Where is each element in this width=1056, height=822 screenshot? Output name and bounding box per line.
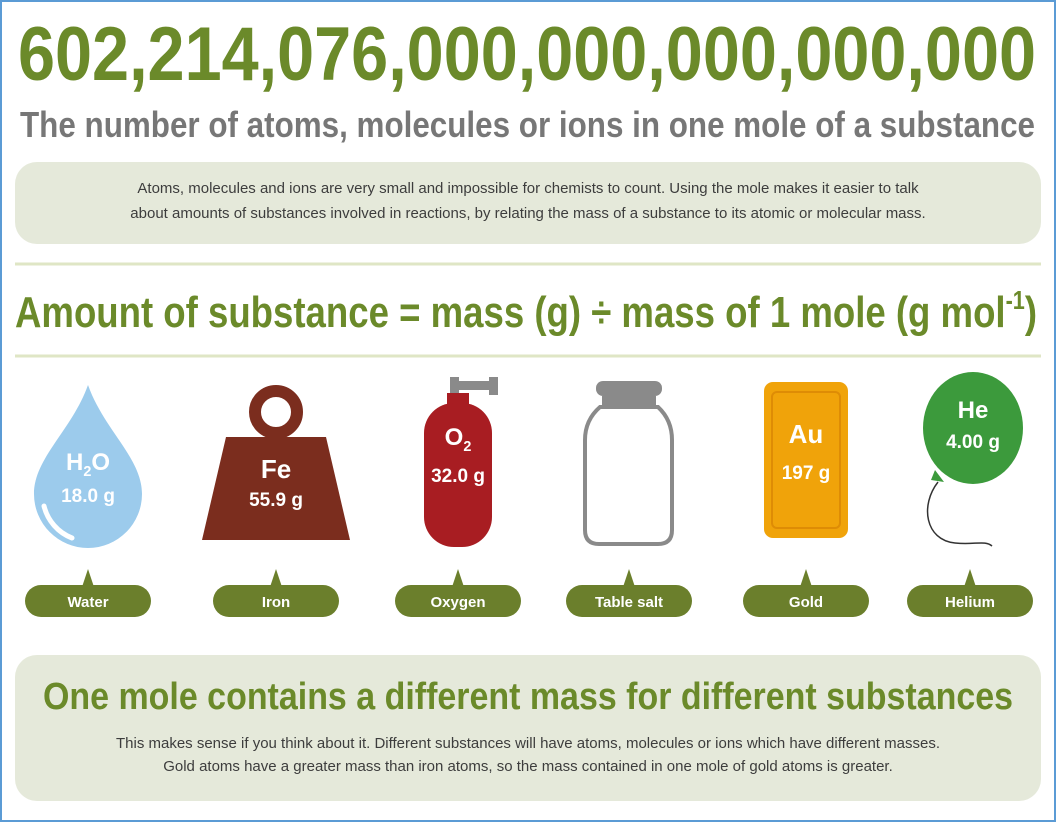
formula-symbol: O2 bbox=[445, 424, 472, 455]
valve bbox=[459, 381, 489, 390]
name-pill bbox=[743, 585, 869, 617]
symbol-part: 2 bbox=[463, 439, 471, 455]
formula-superscript: -1 bbox=[1006, 285, 1025, 315]
molar-mass: 55.9 g bbox=[249, 490, 303, 511]
formula-text: Amount of substance = mass (g) ÷ mass of… bbox=[15, 288, 1006, 337]
name-pill bbox=[907, 585, 1033, 617]
formula-symbol: Au bbox=[789, 419, 824, 449]
formula-symbol: He bbox=[958, 397, 989, 424]
balloon bbox=[923, 372, 1023, 484]
gold-bar-inner bbox=[771, 391, 841, 529]
molar-mass: 197 g bbox=[782, 463, 831, 484]
molar-mass: 4.00 g bbox=[946, 432, 1000, 453]
name-pill bbox=[213, 585, 339, 617]
symbol-part: 2 bbox=[83, 464, 91, 480]
iron-weight bbox=[202, 437, 350, 540]
symbol-part: O bbox=[445, 424, 464, 451]
name-pill bbox=[25, 585, 151, 617]
name-pill bbox=[395, 585, 521, 617]
molar-mass: 32.0 g bbox=[431, 466, 485, 487]
substance-name: Helium bbox=[945, 594, 995, 611]
substance-name: Oxygen bbox=[430, 594, 485, 611]
name-pill bbox=[566, 585, 692, 617]
intro-box bbox=[15, 162, 1041, 244]
balloon-string bbox=[926, 481, 993, 547]
balloon-knot bbox=[931, 470, 944, 482]
symbol-part: NaCl bbox=[598, 452, 657, 482]
valve bbox=[450, 377, 459, 395]
symbol-part: He bbox=[958, 397, 989, 424]
headline: 602,214,076,000,000,000,000,000 bbox=[18, 12, 1036, 97]
substance-name: Table salt bbox=[595, 594, 663, 611]
formula-symbol: H2O bbox=[66, 449, 110, 480]
pill-pointer bbox=[452, 569, 464, 587]
gold-bar bbox=[764, 382, 848, 538]
salt-shaker bbox=[583, 405, 674, 546]
oxygen-cylinder bbox=[424, 403, 492, 547]
molar-mass: 58.4 g bbox=[601, 487, 655, 508]
drop-highlight bbox=[41, 503, 75, 541]
substance-name: Iron bbox=[262, 594, 290, 611]
formula: Amount of substance = mass (g) ÷ mass of… bbox=[15, 285, 1037, 337]
intro-line: Atoms, molecules and ions are very small… bbox=[137, 180, 919, 197]
intro-line: about amounts of substances involved in … bbox=[130, 205, 925, 222]
water-drop bbox=[34, 385, 142, 548]
subtitle: The number of atoms, molecules or ions i… bbox=[20, 104, 1035, 145]
molar-mass: 18.0 g bbox=[61, 486, 115, 507]
weight-ring bbox=[249, 385, 303, 439]
substance-name: Gold bbox=[789, 594, 823, 611]
formula-symbol: NaCl bbox=[598, 452, 657, 482]
symbol-part: Fe bbox=[261, 454, 291, 484]
pill-pointer bbox=[964, 569, 976, 587]
formula-symbol: Fe bbox=[261, 454, 291, 484]
pill-pointer bbox=[82, 569, 94, 587]
symbol-part: H bbox=[66, 449, 83, 476]
footer-line: Gold atoms have a greater mass than iron… bbox=[163, 758, 893, 775]
symbol-part: O bbox=[91, 449, 110, 476]
substance-name: Water bbox=[67, 594, 108, 611]
symbol-part: Au bbox=[789, 419, 824, 449]
footer-box bbox=[15, 655, 1041, 801]
footer-line: This makes sense if you think about it. … bbox=[116, 735, 940, 752]
pill-pointer bbox=[270, 569, 282, 587]
shaker-neck bbox=[602, 396, 656, 406]
pill-pointer bbox=[623, 569, 635, 587]
shaker-cap bbox=[596, 381, 662, 396]
footer-title: One mole contains a different mass for d… bbox=[43, 676, 1013, 718]
valve bbox=[489, 377, 498, 395]
pill-pointer bbox=[800, 569, 812, 587]
formula-end: ) bbox=[1025, 288, 1037, 337]
